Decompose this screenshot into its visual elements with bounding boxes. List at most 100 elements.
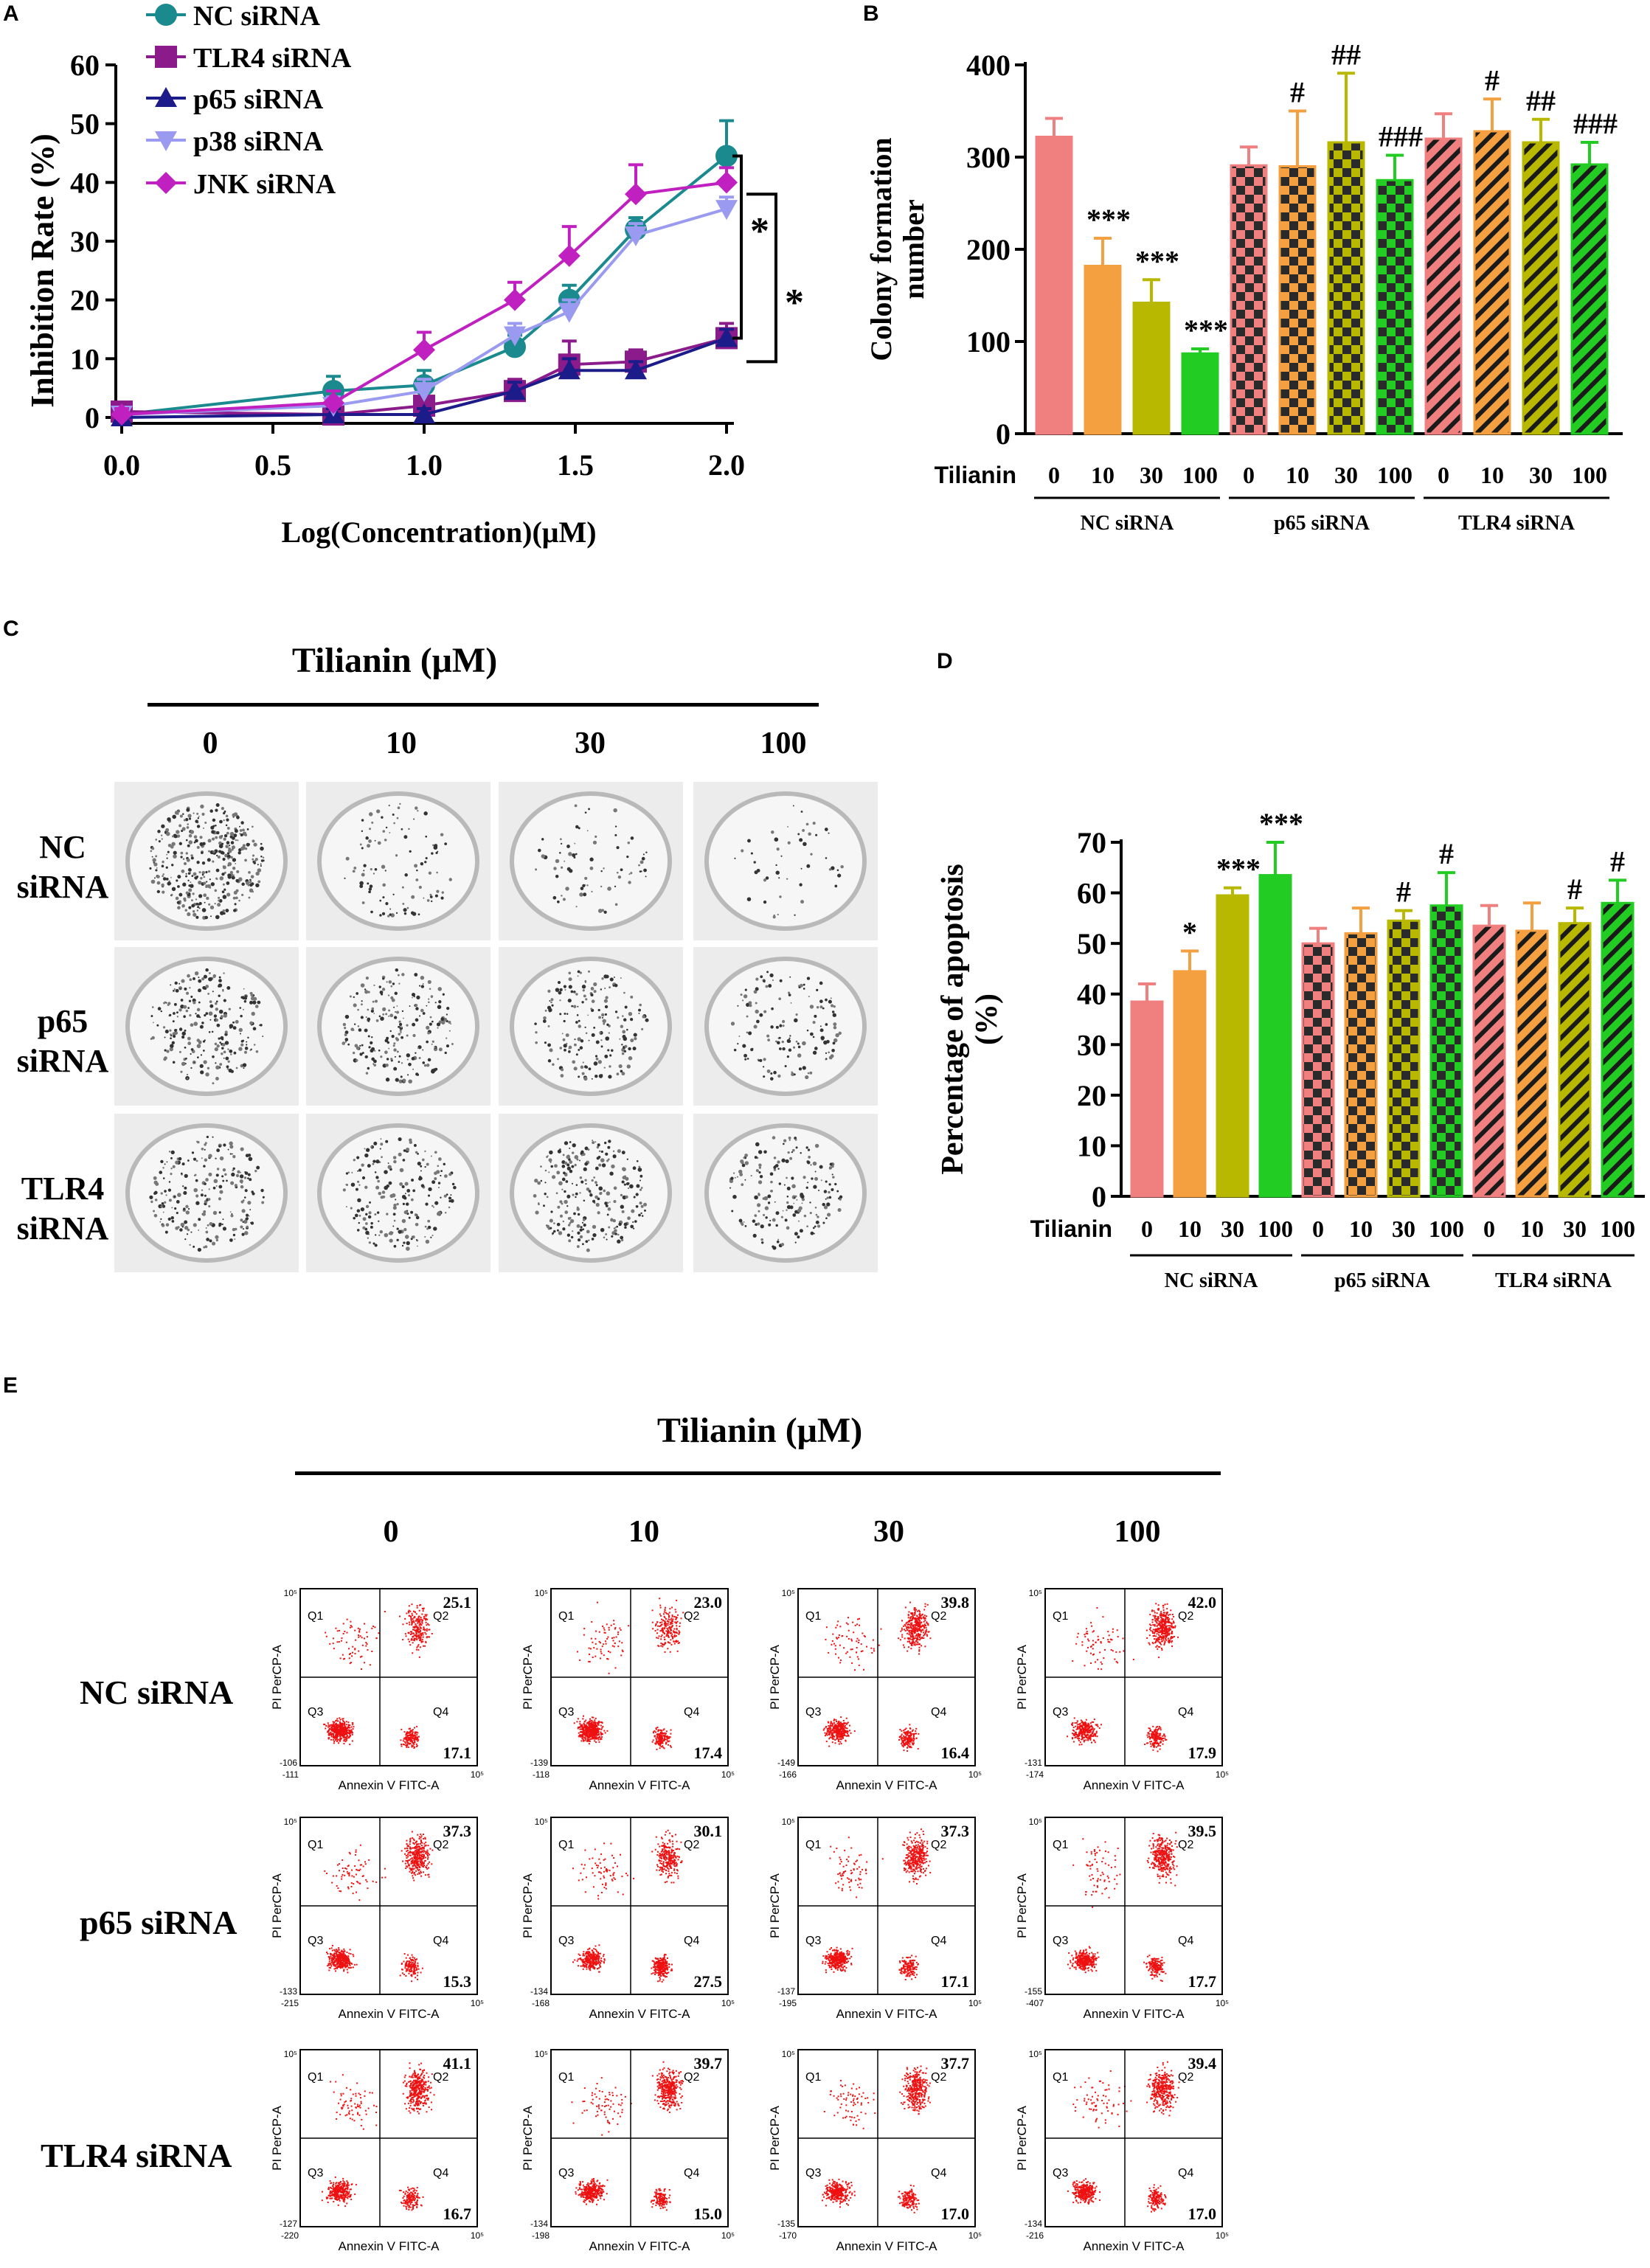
colony-dot bbox=[398, 974, 400, 977]
colony-dot bbox=[408, 1194, 410, 1196]
event-dot bbox=[348, 1648, 350, 1649]
event-dot bbox=[595, 1656, 596, 1657]
event-dot bbox=[339, 1641, 340, 1643]
colony-dot bbox=[367, 1017, 371, 1021]
colony-dot bbox=[639, 1188, 642, 1190]
event-dot bbox=[841, 1723, 842, 1724]
colony-dot bbox=[788, 1137, 791, 1140]
colony-dot bbox=[813, 1021, 816, 1024]
colony-dot bbox=[209, 1019, 211, 1021]
colony-dot bbox=[218, 1037, 220, 1039]
colony-dot bbox=[259, 1024, 260, 1026]
event-dot bbox=[426, 1622, 427, 1623]
colony-dot bbox=[569, 1141, 572, 1143]
colony-dot bbox=[575, 993, 578, 995]
colony-dot bbox=[534, 1179, 538, 1182]
colony-dot bbox=[169, 1181, 170, 1182]
event-dot bbox=[582, 1718, 583, 1719]
event-dot bbox=[335, 1739, 336, 1741]
colony-dot bbox=[438, 1187, 440, 1188]
colony-dot bbox=[765, 1206, 769, 1210]
colony-dot bbox=[174, 835, 177, 838]
event-dot bbox=[657, 1637, 659, 1639]
colony-dot bbox=[438, 1182, 440, 1184]
event-dot bbox=[335, 1724, 336, 1725]
colony-dot bbox=[247, 1177, 249, 1179]
colony-dot bbox=[184, 1222, 186, 1224]
colony-dot bbox=[215, 1019, 218, 1022]
colony-dot bbox=[395, 1199, 396, 1200]
colony-dot bbox=[620, 1194, 623, 1196]
colony-dot bbox=[186, 808, 190, 812]
colony-dot bbox=[803, 1066, 806, 1069]
colony-dot bbox=[775, 1211, 779, 1215]
colony-dot bbox=[426, 1041, 429, 1044]
panel-c-col-0: 0 bbox=[151, 726, 269, 761]
event-dot bbox=[336, 1741, 338, 1742]
colony-dot bbox=[198, 979, 201, 983]
event-dot bbox=[423, 1629, 424, 1630]
event-dot bbox=[325, 1725, 327, 1727]
colony-dot bbox=[769, 1220, 771, 1221]
colony-dot bbox=[401, 1062, 403, 1064]
event-dot bbox=[348, 1731, 350, 1733]
colony-dot bbox=[241, 1232, 244, 1235]
x-tick-label: 10 bbox=[1091, 462, 1115, 488]
colony-dot bbox=[624, 1226, 626, 1228]
colony-dot bbox=[190, 881, 191, 883]
colony-dot bbox=[382, 883, 386, 887]
y-tick-label: 70 bbox=[1077, 826, 1106, 859]
colony-dot bbox=[581, 1154, 583, 1156]
colony-dot bbox=[761, 1241, 763, 1244]
colony-dot bbox=[226, 825, 228, 827]
colony-dot bbox=[209, 1239, 212, 1242]
event-dot bbox=[589, 1648, 590, 1649]
colony-dot bbox=[785, 1065, 787, 1067]
colony-dot bbox=[236, 1174, 239, 1177]
colony-dot bbox=[620, 977, 622, 979]
event-dot bbox=[580, 1725, 582, 1727]
colony-dot bbox=[624, 1183, 626, 1185]
event-dot bbox=[418, 1624, 420, 1626]
colony-dot bbox=[233, 874, 235, 875]
colony-dot bbox=[384, 839, 387, 842]
colony-dot bbox=[400, 1032, 401, 1033]
colony-dot bbox=[251, 1190, 254, 1193]
colony-dot bbox=[389, 832, 390, 833]
colony-dot bbox=[187, 1074, 188, 1075]
colony-dot bbox=[361, 1003, 363, 1005]
colony-dot bbox=[768, 984, 772, 988]
colony-dot bbox=[614, 1186, 617, 1190]
event-dot bbox=[838, 1735, 839, 1736]
colony-dot bbox=[211, 882, 215, 886]
colony-dot bbox=[575, 1155, 579, 1159]
colony-dot bbox=[774, 1156, 777, 1159]
colony-dot bbox=[235, 1020, 239, 1024]
panel-c-row-label-line: siRNA bbox=[15, 1209, 111, 1249]
colony-dot bbox=[423, 983, 424, 985]
colony-dot bbox=[202, 874, 204, 876]
event-dot bbox=[831, 1736, 832, 1738]
event-dot bbox=[415, 1623, 416, 1625]
event-dot bbox=[420, 1637, 422, 1639]
event-dot bbox=[366, 1631, 367, 1633]
colony-dot bbox=[416, 870, 417, 871]
colony-dot bbox=[578, 1075, 580, 1078]
colony-dot bbox=[223, 1227, 226, 1230]
colony-dot bbox=[386, 1213, 388, 1215]
colony-dot bbox=[619, 1038, 620, 1040]
colony-dot bbox=[155, 855, 157, 857]
colony-dot bbox=[187, 823, 189, 825]
colony-dot bbox=[569, 1046, 572, 1050]
colony-dot bbox=[595, 1181, 597, 1184]
significance-label: # bbox=[1610, 845, 1625, 878]
event-dot bbox=[378, 1632, 379, 1634]
colony-dot bbox=[769, 974, 773, 977]
event-dot bbox=[347, 1632, 348, 1634]
colony-dot bbox=[200, 805, 204, 808]
colony-dot bbox=[196, 1014, 200, 1018]
colony-dot bbox=[372, 1001, 375, 1003]
event-dot bbox=[580, 1724, 581, 1726]
colony-dot bbox=[249, 1156, 253, 1161]
